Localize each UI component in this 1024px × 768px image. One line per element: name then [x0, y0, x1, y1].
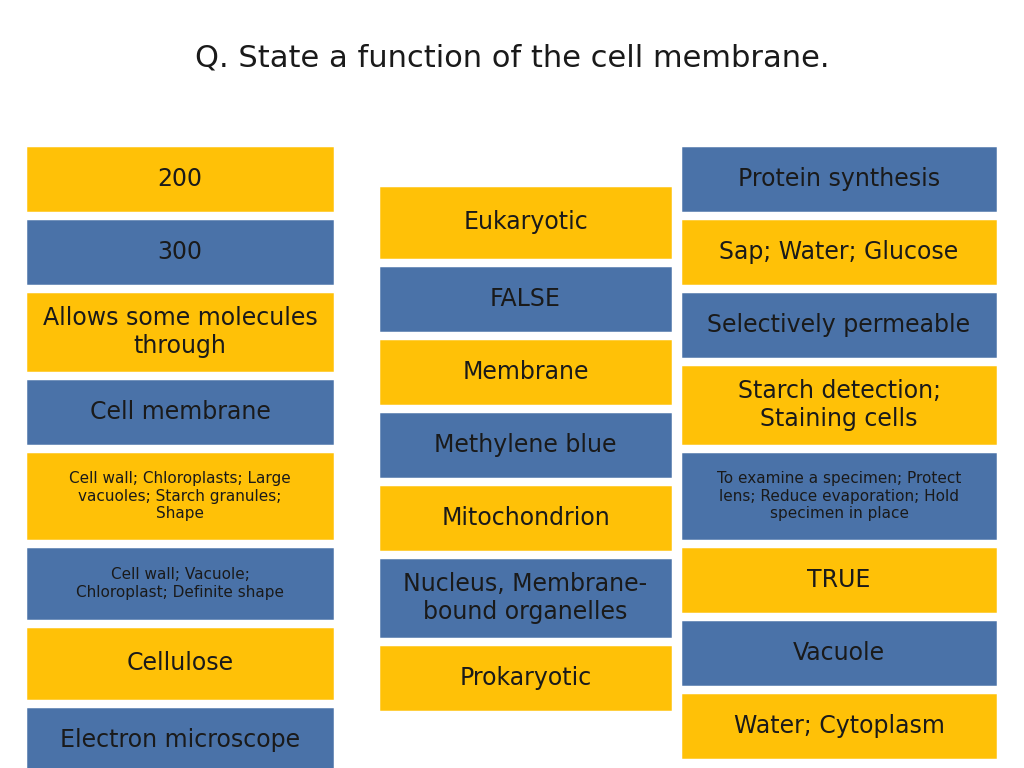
- FancyBboxPatch shape: [378, 185, 673, 260]
- FancyBboxPatch shape: [680, 692, 998, 760]
- Text: Electron microscope: Electron microscope: [60, 728, 300, 752]
- FancyBboxPatch shape: [25, 706, 335, 768]
- Text: Cellulose: Cellulose: [126, 651, 233, 676]
- FancyBboxPatch shape: [25, 626, 335, 701]
- FancyBboxPatch shape: [378, 338, 673, 406]
- Text: Starch detection;
Staining cells: Starch detection; Staining cells: [737, 379, 940, 431]
- FancyBboxPatch shape: [680, 619, 998, 687]
- FancyBboxPatch shape: [378, 644, 673, 712]
- FancyBboxPatch shape: [378, 557, 673, 639]
- FancyBboxPatch shape: [25, 546, 335, 621]
- FancyBboxPatch shape: [25, 145, 335, 213]
- Text: Nucleus, Membrane-
bound organelles: Nucleus, Membrane- bound organelles: [403, 572, 647, 624]
- Text: TRUE: TRUE: [807, 568, 870, 592]
- FancyBboxPatch shape: [680, 451, 998, 541]
- FancyBboxPatch shape: [680, 364, 998, 446]
- Text: Q. State a function of the cell membrane.: Q. State a function of the cell membrane…: [195, 44, 829, 72]
- Text: Selectively permeable: Selectively permeable: [708, 313, 971, 337]
- FancyBboxPatch shape: [25, 378, 335, 446]
- Text: Prokaryotic: Prokaryotic: [460, 666, 592, 690]
- Text: Vacuole: Vacuole: [793, 641, 885, 665]
- Text: Eukaryotic: Eukaryotic: [463, 210, 588, 234]
- Text: Cell membrane: Cell membrane: [89, 400, 270, 424]
- FancyBboxPatch shape: [378, 411, 673, 479]
- FancyBboxPatch shape: [378, 265, 673, 333]
- FancyBboxPatch shape: [25, 218, 335, 286]
- Text: Mitochondrion: Mitochondrion: [441, 506, 610, 530]
- FancyBboxPatch shape: [680, 218, 998, 286]
- FancyBboxPatch shape: [25, 451, 335, 541]
- Text: Membrane: Membrane: [462, 360, 589, 384]
- Text: Cell wall; Vacuole;
Chloroplast; Definite shape: Cell wall; Vacuole; Chloroplast; Definit…: [76, 568, 284, 600]
- FancyBboxPatch shape: [378, 484, 673, 552]
- Text: 300: 300: [158, 240, 203, 264]
- Text: Protein synthesis: Protein synthesis: [738, 167, 940, 191]
- FancyBboxPatch shape: [680, 291, 998, 359]
- Text: FALSE: FALSE: [490, 287, 561, 311]
- FancyBboxPatch shape: [25, 291, 335, 373]
- Text: Methylene blue: Methylene blue: [434, 433, 616, 457]
- Text: Cell wall; Chloroplasts; Large
vacuoles; Starch granules;
Shape: Cell wall; Chloroplasts; Large vacuoles;…: [70, 471, 291, 521]
- Text: 200: 200: [158, 167, 203, 191]
- FancyBboxPatch shape: [680, 145, 998, 213]
- Text: Sap; Water; Glucose: Sap; Water; Glucose: [720, 240, 958, 264]
- Text: To examine a specimen; Protect
lens; Reduce evaporation; Hold
specimen in place: To examine a specimen; Protect lens; Red…: [717, 471, 962, 521]
- FancyBboxPatch shape: [680, 546, 998, 614]
- Text: Water; Cytoplasm: Water; Cytoplasm: [733, 714, 944, 738]
- Text: Allows some molecules
through: Allows some molecules through: [43, 306, 317, 358]
